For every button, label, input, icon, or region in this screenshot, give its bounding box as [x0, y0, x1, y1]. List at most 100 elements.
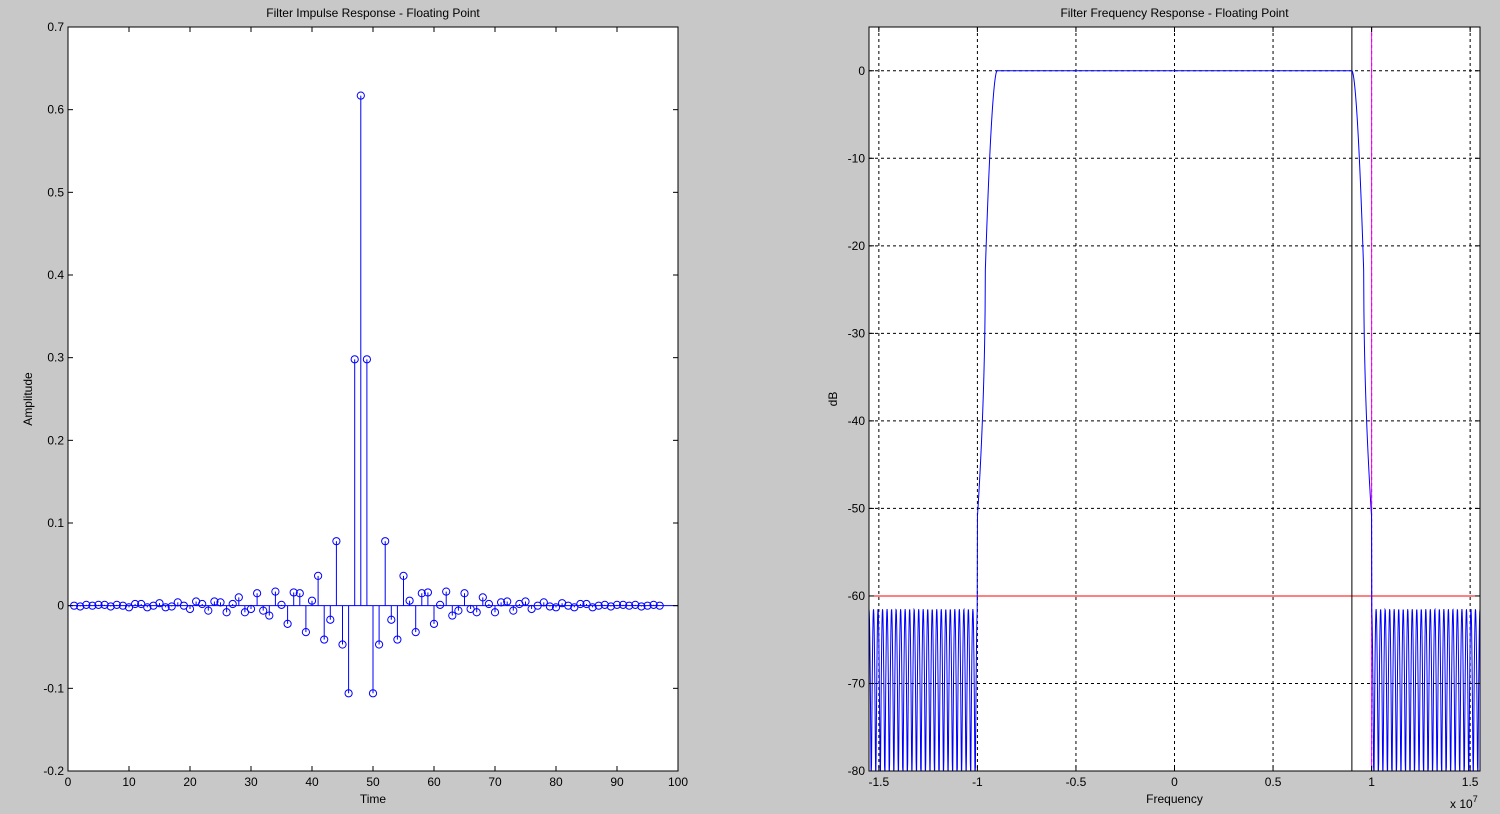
impulse-stem-marker: [600, 600, 609, 609]
frequency-x-tick-label: -1.5: [869, 775, 890, 789]
impulse-x-tick-label: 10: [122, 775, 136, 789]
impulse-stem-marker: [521, 597, 530, 606]
frequency-y-tick-label: 0: [858, 64, 865, 78]
impulse-stem-marker: [509, 606, 518, 615]
frequency-y-tick-label: -50: [848, 501, 866, 515]
impulse-stem-marker: [338, 640, 347, 649]
frequency-x-tick-label: 0: [1171, 775, 1178, 789]
impulse-stem-marker: [429, 619, 439, 628]
impulse-stem-marker: [612, 600, 622, 609]
frequency-y-tick-label: -30: [848, 326, 866, 340]
impulse-stem-marker: [246, 604, 256, 614]
impulse-stem-marker: [350, 355, 359, 364]
frequency-x-multiplier-base: x 10: [1450, 797, 1473, 811]
impulse-stem-marker: [442, 587, 451, 596]
impulse-stem-marker: [375, 640, 384, 649]
impulse-stem-marker: [405, 596, 414, 605]
impulse-stem-marker: [484, 599, 493, 609]
impulse-x-tick-label: 80: [549, 775, 563, 789]
impulse-response-axes: 0 10 20 30 40 50 60 70 80 90 100 -0.2 -0.1 0 0.1 0.2 0.3…: [21, 6, 688, 806]
impulse-x-tick-label: 90: [610, 775, 624, 789]
impulse-y-tick-label: 0.5: [47, 185, 64, 199]
impulse-stem-marker: [478, 593, 487, 602]
impulse-stem-marker: [564, 601, 573, 610]
impulse-stem-marker: [314, 571, 323, 581]
impulse-y-tick-label: 0.2: [47, 433, 64, 447]
impulse-stem-marker: [167, 602, 176, 611]
impulse-stem-marker: [222, 608, 231, 617]
impulse-x-tick-label: 20: [183, 775, 197, 789]
impulse-stem-marker: [545, 602, 555, 611]
impulse-stem-marker: [277, 600, 286, 609]
frequency-x-tick-label: 1: [1368, 775, 1375, 789]
frequency-reference-lines: [869, 27, 1480, 771]
frequency-x-multiplier-exponent: 7: [1473, 794, 1478, 804]
impulse-stem-marker: [527, 604, 536, 614]
impulse-stem-marker: [155, 599, 164, 608]
impulse-stem-marker: [295, 589, 304, 598]
impulse-stem-marker: [503, 597, 512, 606]
impulse-x-tick-label: 50: [366, 775, 380, 789]
impulse-stem-marker: [118, 601, 128, 610]
impulse-stem-marker: [301, 628, 310, 637]
frequency-x-axis-label: Frequency: [1146, 792, 1203, 806]
impulse-stem-marker: [466, 604, 475, 614]
impulse-y-tick-label: -0.2: [43, 764, 64, 778]
impulse-stem-marker: [362, 355, 371, 364]
impulse-y-tick-label: 0.1: [47, 516, 64, 530]
impulse-stem-marker: [655, 601, 664, 610]
impulse-stem-marker: [576, 599, 585, 609]
frequency-x-tick-label: -1: [972, 775, 983, 789]
frequency-y-axis-label: dB: [826, 392, 840, 407]
impulse-x-tick-label: 100: [668, 775, 688, 789]
impulse-x-tick-label: 0: [65, 775, 72, 789]
impulse-stem-marker: [234, 593, 243, 602]
impulse-stem-marker: [283, 619, 292, 628]
impulse-y-axis-label: Amplitude: [21, 372, 35, 426]
impulse-stem-marker: [88, 601, 97, 610]
frequency-x-tick-label: 1.5: [1462, 775, 1479, 789]
frequency-x-multiplier: x 107: [1450, 794, 1478, 811]
impulse-stem-marker: [436, 600, 445, 609]
impulse-stem-marker: [185, 604, 195, 614]
impulse-stem-marker: [454, 606, 463, 615]
impulse-stem-marker: [161, 603, 170, 612]
impulse-y-tick-label: 0.7: [47, 20, 64, 34]
impulse-stem-marker: [198, 599, 207, 609]
impulse-stem-marker: [497, 598, 506, 607]
impulse-stem-marker: [649, 600, 658, 609]
frequency-chart-title: Filter Frequency Response - Floating Poi…: [1060, 6, 1289, 20]
frequency-x-tick-label: -0.5: [1066, 775, 1087, 789]
impulse-stem-marker: [606, 602, 616, 611]
impulse-y-tick-label: 0.3: [47, 351, 64, 365]
impulse-stem-marker: [137, 599, 146, 609]
impulse-stem-marker: [539, 598, 548, 607]
impulse-stem-marker: [228, 599, 237, 609]
impulse-stem-marker: [399, 571, 408, 581]
impulse-stem-marker: [393, 635, 402, 644]
impulse-stem-marker: [594, 601, 603, 610]
impulse-x-tick-label: 30: [244, 775, 258, 789]
impulse-stem-marker: [460, 589, 469, 598]
impulse-stem-marker: [204, 606, 213, 615]
impulse-y-tick-label: 0.4: [47, 268, 64, 282]
impulse-stem-marker: [265, 611, 274, 620]
frequency-y-tick-label: -20: [848, 239, 866, 253]
impulse-stem-marker: [173, 598, 182, 607]
impulse-y-tick-label: -0.1: [43, 681, 64, 695]
impulse-stem-marker: [124, 603, 134, 612]
impulse-x-tick-label: 40: [305, 775, 319, 789]
impulse-stem-marker: [112, 600, 121, 609]
impulse-stem-marker: [490, 608, 500, 617]
impulse-stem-marker: [82, 600, 91, 609]
impulse-stem-marker: [259, 606, 268, 615]
impulse-stem-marker: [381, 537, 390, 546]
impulse-stem-marker: [631, 600, 640, 609]
frequency-axis-ticks: -1.5 -1 -0.5 0 0.5 1 1.5 -80 -70 -60 -50 -40 -30 -20 -…: [848, 27, 1480, 789]
impulse-stem-marker: [472, 608, 481, 617]
impulse-stem-marker: [625, 601, 634, 610]
impulse-stem-marker: [368, 689, 378, 698]
impulse-x-axis-label: Time: [360, 792, 387, 806]
impulse-stem-marker: [448, 611, 457, 620]
